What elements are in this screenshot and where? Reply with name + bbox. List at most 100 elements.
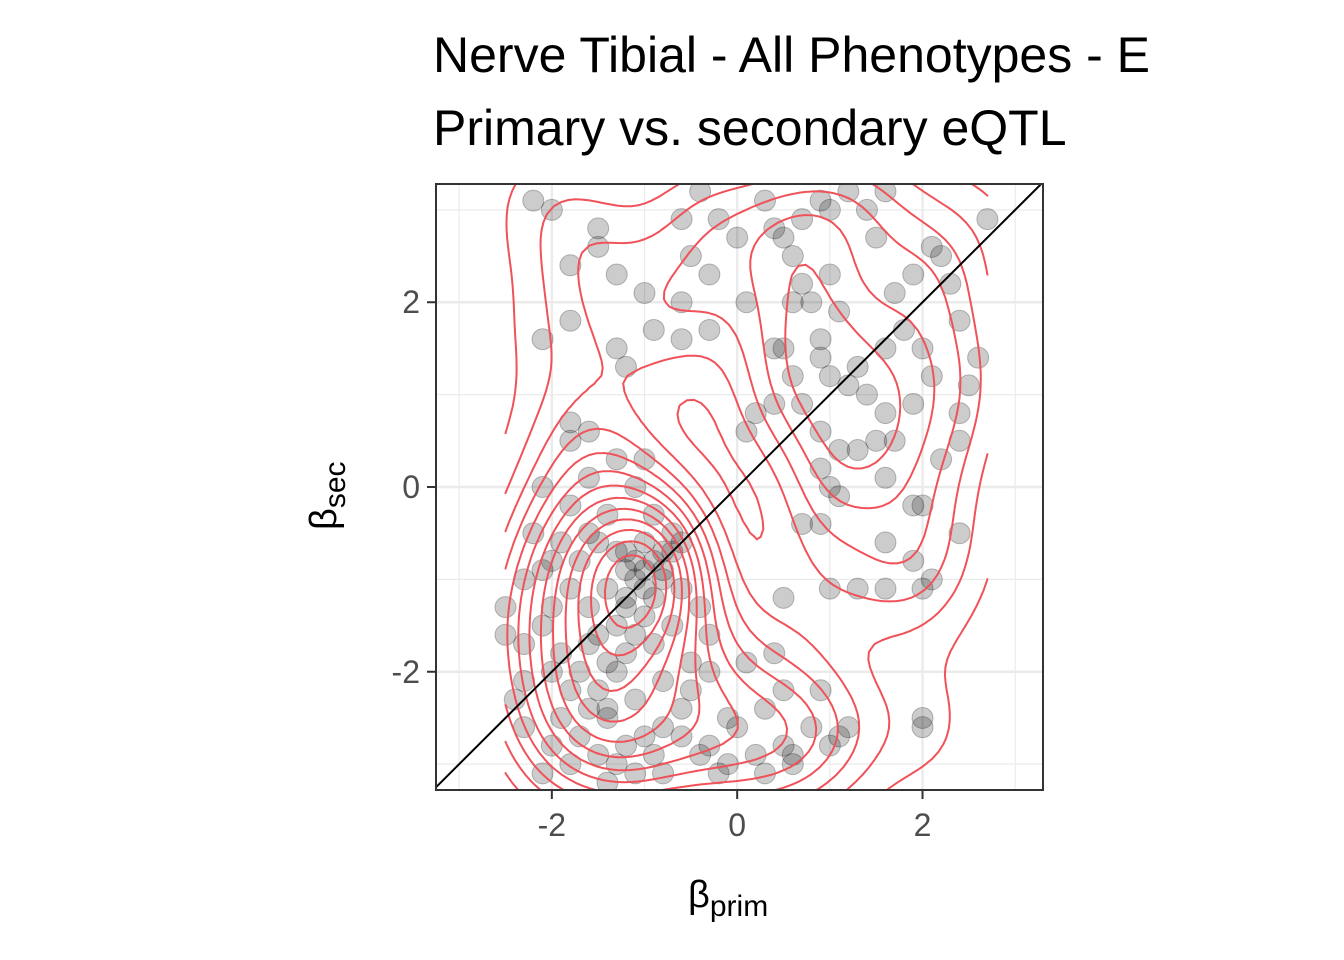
- data-point: [902, 392, 925, 415]
- data-point: [559, 309, 582, 332]
- chart-title: Nerve Tibial - All Phenotypes - E: [433, 27, 1150, 83]
- data-point: [865, 429, 888, 452]
- data-point: [540, 596, 563, 619]
- data-point: [828, 485, 851, 508]
- data-point: [818, 365, 841, 388]
- y-tick-label: 0: [402, 469, 420, 505]
- data-point: [679, 245, 702, 268]
- data-point: [902, 263, 925, 286]
- data-point: [874, 531, 897, 554]
- y-axis-title-subscript: sec: [319, 461, 352, 508]
- density-contour-line: [504, 190, 962, 790]
- y-axis-title: βsec: [303, 461, 352, 530]
- data-point: [605, 263, 628, 286]
- data-point: [837, 716, 860, 739]
- x-axis-title-subscript: prim: [710, 890, 768, 923]
- data-point: [855, 198, 878, 221]
- data-point: [763, 337, 786, 360]
- data-point: [698, 263, 721, 286]
- data-point: [614, 596, 637, 619]
- data-point: [689, 596, 712, 619]
- data-point: [587, 531, 610, 554]
- data-point: [911, 716, 934, 739]
- data-point: [513, 633, 536, 656]
- y-tick-label: 2: [402, 284, 420, 320]
- density-contour-line: [504, 184, 989, 790]
- data-point: [837, 374, 860, 397]
- data-point: [614, 355, 637, 378]
- data-point: [781, 365, 804, 388]
- y-tick-label: -2: [392, 654, 420, 690]
- data-point: [781, 291, 804, 314]
- data-point: [577, 420, 600, 443]
- data-point: [642, 633, 665, 656]
- data-point: [772, 226, 795, 249]
- data-point: [726, 226, 749, 249]
- data-point: [689, 743, 712, 766]
- data-point: [809, 189, 832, 212]
- data-point: [902, 494, 925, 517]
- data-point: [670, 328, 693, 351]
- data-point: [809, 512, 832, 535]
- density-contour-line: [504, 184, 989, 790]
- data-point: [772, 679, 795, 702]
- data-point: [976, 208, 999, 231]
- data-point: [874, 402, 897, 425]
- data-point: [587, 743, 610, 766]
- density-contour-line: [539, 496, 701, 759]
- data-point: [791, 272, 814, 295]
- data-point: [809, 420, 832, 443]
- data-point: [577, 466, 600, 489]
- data-point: [855, 383, 878, 406]
- data-point: [791, 392, 814, 415]
- data-point: [772, 734, 795, 757]
- data-point: [494, 596, 517, 619]
- data-point: [874, 577, 897, 600]
- data-point: [753, 762, 776, 785]
- data-point: [559, 411, 582, 434]
- data-point: [624, 688, 647, 711]
- data-point: [911, 494, 934, 517]
- data-point: [587, 217, 610, 240]
- chart-subtitle: Primary vs. secondary eQTL: [433, 100, 1067, 156]
- density-contour-line: [590, 540, 668, 657]
- data-point: [522, 189, 545, 212]
- data-point: [698, 623, 721, 646]
- data-point: [735, 651, 758, 674]
- data-point: [772, 586, 795, 609]
- x-tick-label: 2: [914, 807, 932, 843]
- data-point: [531, 328, 554, 351]
- y-axis-title-symbol: β: [303, 508, 345, 530]
- x-axis-title: βprim: [688, 874, 768, 923]
- data-point: [679, 679, 702, 702]
- x-axis: -2 0 2: [538, 790, 932, 843]
- data-point: [911, 706, 934, 729]
- data-point: [494, 623, 517, 646]
- data-point: [614, 734, 637, 757]
- data-point: [865, 226, 888, 249]
- data-point: [948, 402, 971, 425]
- data-point: [587, 235, 610, 258]
- density-contour-line: [552, 507, 691, 743]
- data-point: [902, 549, 925, 572]
- data-point: [670, 291, 693, 314]
- data-point: [957, 374, 980, 397]
- data-point: [633, 282, 656, 305]
- data-point: [679, 651, 702, 674]
- y-axis: -2 0 2: [392, 284, 436, 690]
- density-contour-line: [504, 184, 982, 790]
- data-point: [930, 245, 953, 268]
- data-point: [920, 235, 943, 258]
- density-contour-line: [506, 214, 936, 790]
- data-point: [652, 716, 675, 739]
- data-point: [559, 577, 582, 600]
- data-point: [716, 706, 739, 729]
- data-point: [596, 697, 619, 720]
- data-point: [735, 420, 758, 443]
- data-point: [698, 318, 721, 341]
- data-point: [577, 596, 600, 619]
- data-point: [614, 559, 637, 582]
- data-point: [596, 706, 619, 729]
- data-point: [559, 254, 582, 277]
